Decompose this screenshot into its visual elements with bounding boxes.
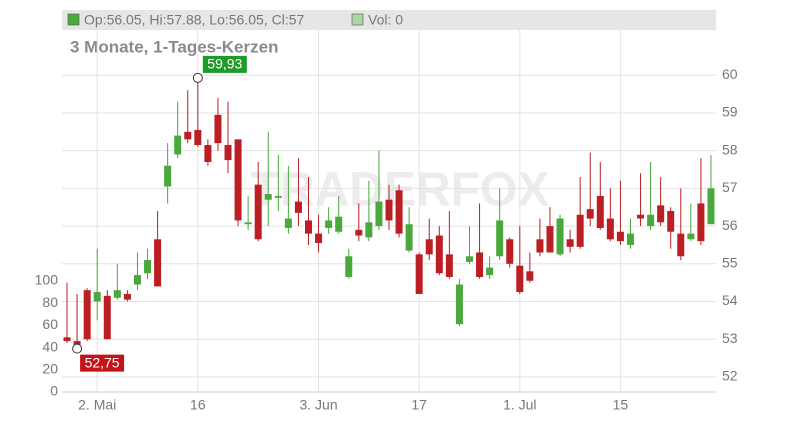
y-tick-label: 59	[722, 104, 738, 120]
candle-body	[526, 271, 534, 281]
candle-body	[616, 231, 624, 242]
candle-body	[677, 233, 685, 257]
volume-tick-label: 20	[42, 361, 58, 377]
candle-body	[305, 220, 313, 234]
candle-body	[113, 290, 121, 298]
candle-body	[345, 256, 353, 277]
annotation-point	[192, 72, 203, 83]
chart-title: 3 Monate, 1-Tages-Kerzen	[70, 37, 278, 56]
candle-body	[164, 165, 172, 187]
x-tick-label: 16	[190, 397, 206, 413]
candle-body	[194, 129, 202, 146]
legend-label: Vol: 0	[368, 12, 403, 28]
candle-body	[264, 194, 272, 200]
candle-body	[586, 209, 594, 219]
candle-body	[455, 284, 463, 325]
y-tick-label: 60	[722, 66, 738, 82]
candle-body	[606, 218, 614, 240]
annotation-label: 59,93	[207, 56, 242, 72]
candle-body	[576, 214, 584, 247]
annotation-box	[80, 354, 125, 372]
candle-body	[294, 201, 302, 213]
volume-tick-label: 40	[42, 338, 58, 354]
annotation-label: 52,75	[85, 354, 120, 370]
candle-body	[133, 275, 141, 285]
legend-label: Op:56.05, Hi:57.88, Lo:56.05, Cl:57	[84, 12, 304, 28]
candle-body	[365, 222, 373, 238]
candle-body	[254, 184, 262, 240]
candle-body	[546, 226, 554, 253]
candle-body	[707, 188, 715, 225]
candle-body	[214, 114, 222, 144]
candle-body	[596, 195, 604, 228]
candle-body	[415, 254, 423, 294]
y-tick-label: 52	[722, 368, 738, 384]
candle-body	[536, 239, 544, 253]
candle-body	[385, 199, 393, 221]
legend-swatch	[67, 13, 80, 26]
candle-body	[445, 254, 453, 277]
candle-body	[425, 239, 433, 255]
x-tick-label: 1. Jul	[503, 397, 536, 413]
candle-body	[516, 265, 524, 293]
candle-body	[224, 145, 232, 161]
candle-body	[123, 293, 131, 300]
candle-body	[657, 205, 665, 223]
x-tick-label: 17	[411, 397, 427, 413]
candle-body	[274, 195, 282, 198]
candle-body	[355, 229, 363, 236]
volume-tick-label: 80	[42, 294, 58, 310]
annotation-point	[72, 343, 83, 354]
candle-body	[496, 220, 504, 257]
candle-body	[697, 203, 705, 242]
annotation-box	[202, 55, 247, 73]
y-tick-label: 53	[722, 330, 738, 346]
legend-swatch	[351, 13, 364, 26]
y-tick-label: 55	[722, 254, 738, 270]
x-tick-label: 2. Mai	[78, 397, 116, 413]
candle-body	[234, 139, 242, 221]
y-tick-label: 57	[722, 179, 738, 195]
candle-body	[103, 295, 111, 340]
candle-body	[335, 216, 343, 232]
candle-body	[93, 292, 101, 302]
candle-body	[144, 260, 152, 274]
y-tick-label: 58	[722, 141, 738, 157]
x-tick-label: 15	[613, 397, 629, 413]
candle-body	[73, 341, 81, 345]
header-bar	[62, 10, 716, 30]
y-tick-label: 54	[722, 292, 738, 308]
candle-body	[395, 190, 403, 234]
candle-body	[315, 233, 323, 244]
y-tick-label: 56	[722, 217, 738, 233]
candle-body	[325, 220, 333, 228]
candle-body	[284, 218, 292, 228]
candle-body	[506, 239, 514, 264]
candle-body	[204, 145, 212, 162]
candle-body	[154, 239, 162, 287]
volume-tick-label: 60	[42, 316, 58, 332]
candle-body	[174, 135, 182, 155]
candle-body	[375, 201, 383, 227]
volume-tick-label: 100	[35, 272, 59, 288]
candle-body	[566, 239, 574, 247]
candle-body	[184, 131, 192, 140]
candle-body	[435, 235, 443, 274]
candle-body	[83, 290, 91, 340]
x-tick-label: 3. Jun	[299, 397, 337, 413]
candle-body	[244, 222, 252, 225]
candle-body	[647, 214, 655, 227]
candle-body	[63, 337, 71, 342]
candle-body	[465, 256, 473, 262]
candle-body	[486, 267, 494, 276]
candle-body	[556, 218, 564, 255]
candle-body	[637, 214, 645, 219]
candle-body	[405, 224, 413, 251]
candle-body	[687, 233, 695, 240]
candle-body	[626, 233, 634, 245]
candle-body	[667, 211, 675, 232]
candle-body	[476, 252, 484, 277]
volume-tick-label: 0	[50, 383, 58, 399]
